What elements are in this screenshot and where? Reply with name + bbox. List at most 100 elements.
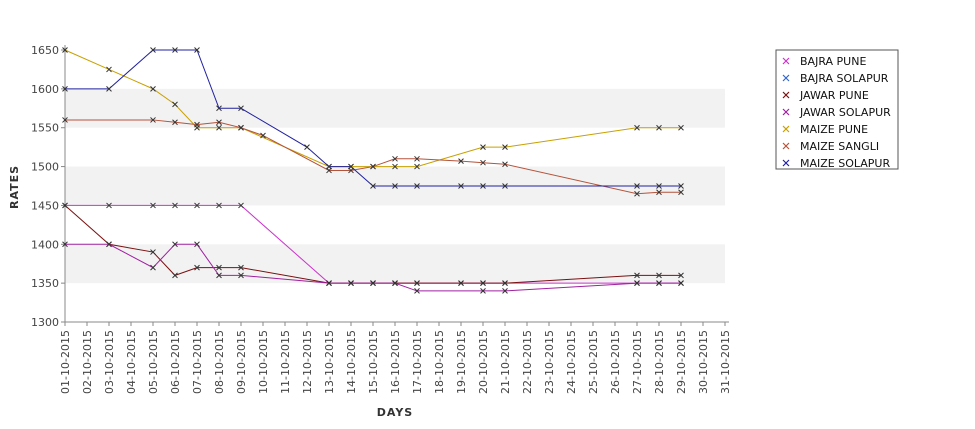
data-point <box>62 241 68 248</box>
data-point <box>238 264 244 271</box>
data-point <box>150 47 156 53</box>
x-tick-label: 13-10-2015 <box>323 330 336 394</box>
data-point <box>62 117 68 123</box>
data-point <box>458 183 464 189</box>
data-point <box>216 202 222 209</box>
data-point <box>194 202 200 209</box>
y-tick-label: 1400 <box>31 238 59 251</box>
data-point <box>678 183 684 189</box>
data-point <box>414 280 420 286</box>
y-tick-label: 1550 <box>31 122 59 135</box>
data-point <box>656 124 662 131</box>
x-tick-label: 30-10-2015 <box>697 330 710 394</box>
data-point <box>150 249 156 255</box>
data-point <box>392 280 398 286</box>
data-point <box>678 189 684 196</box>
y-axis: 1300 1350 1400 1450 1500 1550 1600 1650 <box>31 44 66 329</box>
x-tick-label: 12-10-2015 <box>301 330 314 394</box>
data-point <box>304 144 310 150</box>
x-tick-label: 14-10-2015 <box>345 330 358 394</box>
data-point <box>106 202 112 209</box>
y-tick-label: 1650 <box>31 44 59 57</box>
legend-marker <box>782 159 790 167</box>
data-point <box>502 280 508 286</box>
legend-marker <box>782 91 790 99</box>
legend-label: JAWAR PUNE <box>799 89 869 102</box>
data-point <box>414 288 420 294</box>
legend-label: BAJRA PUNE <box>800 55 866 68</box>
data-point <box>238 202 244 209</box>
data-point <box>458 280 464 286</box>
x-tick-label: 06-10-2015 <box>169 330 182 394</box>
data-point <box>194 47 200 53</box>
x-tick-label: 21-10-2015 <box>499 330 512 394</box>
legend-label: MAIZE SOLAPUR <box>800 157 890 170</box>
x-axis-title: DAYS <box>377 406 413 419</box>
data-point <box>678 280 684 286</box>
data-point <box>238 272 244 279</box>
data-point <box>194 264 200 271</box>
series-line <box>65 119 681 195</box>
data-point <box>392 183 398 189</box>
data-point <box>392 163 398 170</box>
data-point <box>216 119 222 126</box>
data-point <box>678 124 684 131</box>
x-tick-label: 23-10-2015 <box>543 330 556 394</box>
data-point <box>150 202 156 209</box>
data-point <box>502 183 508 189</box>
x-tick-label: 16-10-2015 <box>389 330 402 394</box>
y-tick-label: 1600 <box>31 83 59 96</box>
data-point <box>480 144 486 150</box>
x-tick-label: 22-10-2015 <box>521 330 534 394</box>
x-tick-label: 24-10-2015 <box>565 330 578 394</box>
data-point <box>634 280 640 286</box>
data-point <box>678 272 684 279</box>
data-point <box>150 264 156 271</box>
legend-marker <box>782 142 790 150</box>
x-tick-label: 25-10-2015 <box>587 330 600 394</box>
data-point <box>150 86 156 92</box>
x-tick-label: 27-10-2015 <box>631 330 644 394</box>
x-tick-label: 07-10-2015 <box>191 330 204 394</box>
data-point <box>480 159 486 166</box>
x-tick-label: 02-10-2015 <box>81 330 94 394</box>
data-point <box>656 272 662 279</box>
x-tick-label: 26-10-2015 <box>609 330 622 394</box>
data-point <box>370 280 376 286</box>
legend-marker <box>782 125 790 133</box>
x-tick-label: 20-10-2015 <box>477 330 490 394</box>
data-point <box>216 105 222 112</box>
data-point <box>172 241 178 248</box>
data-point <box>458 158 464 164</box>
grid-band <box>65 88 725 128</box>
data-point <box>172 101 178 108</box>
x-tick-label: 17-10-2015 <box>411 330 424 394</box>
data-point <box>260 132 266 139</box>
x-tick-label: 29-10-2015 <box>675 330 688 394</box>
data-point <box>634 190 640 197</box>
y-axis-title: RATES <box>8 165 21 209</box>
data-point <box>414 183 420 189</box>
data-point <box>172 202 178 209</box>
x-tick-label: 08-10-2015 <box>213 330 226 394</box>
data-point <box>656 189 662 196</box>
data-point <box>480 280 486 286</box>
data-point <box>502 161 508 168</box>
data-point <box>656 280 662 286</box>
data-point <box>172 47 178 53</box>
data-point <box>634 272 640 279</box>
data-point <box>392 155 398 162</box>
data-point <box>480 288 486 294</box>
data-point <box>480 183 486 189</box>
data-point <box>326 163 332 170</box>
data-point <box>62 47 68 53</box>
x-tick-label: 18-10-2015 <box>433 330 446 394</box>
data-point <box>238 105 244 112</box>
data-point <box>150 117 156 123</box>
data-point <box>216 272 222 279</box>
legend-label: JAWAR SOLAPUR <box>799 106 891 119</box>
data-point <box>172 272 178 279</box>
data-point <box>414 163 420 170</box>
data-point <box>106 241 112 248</box>
x-tick-label: 28-10-2015 <box>653 330 666 394</box>
